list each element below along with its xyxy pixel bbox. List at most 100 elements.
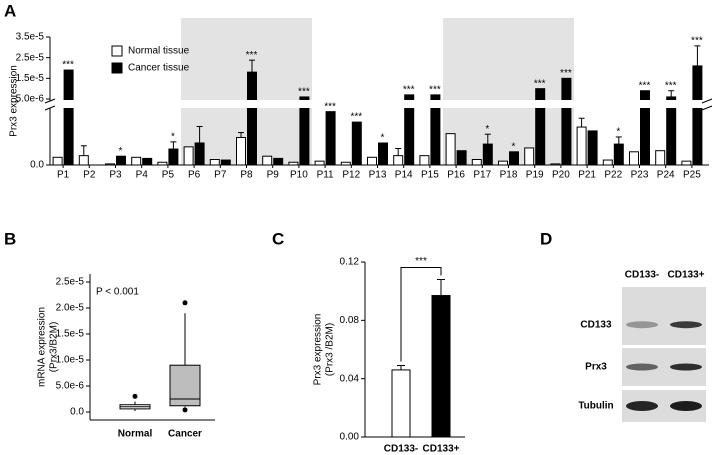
bar	[131, 156, 142, 166]
bar	[209, 159, 220, 166]
bar	[391, 369, 411, 438]
y-axis-label: (Prx3/B2M)	[49, 322, 60, 373]
legend-swatch	[111, 45, 123, 57]
x-tick-label: P10	[290, 170, 308, 181]
bar	[692, 65, 703, 166]
x-tick-label: P4	[136, 170, 149, 181]
bar	[456, 150, 467, 166]
bar	[262, 155, 273, 166]
x-tick-label: P11	[317, 170, 334, 181]
blot-band	[670, 321, 702, 329]
y-tick-label: 0.12	[340, 257, 360, 268]
axis-break-mark	[701, 105, 713, 111]
x-tick-label: P23	[631, 170, 649, 181]
x-tick-label: P21	[578, 170, 596, 181]
outlier	[182, 407, 188, 413]
blot-band	[626, 401, 658, 411]
y-axis-label: mRNA expression	[37, 307, 48, 387]
bar	[220, 159, 231, 166]
bar	[168, 148, 179, 166]
bar	[524, 147, 535, 166]
significance: *	[381, 133, 385, 144]
y-tick-label: 0.0	[70, 407, 84, 418]
panel-letter: C	[272, 229, 284, 248]
legend-label: Cancer tissue	[128, 63, 190, 74]
x-tick-label: P18	[500, 170, 518, 181]
panel-letter: A	[4, 1, 16, 20]
y-tick-label: 3.5e-5	[16, 32, 45, 43]
blot-background	[622, 287, 706, 345]
bar	[183, 146, 194, 166]
legend-label: Normal tissue	[128, 46, 190, 57]
legend-swatch	[111, 62, 123, 74]
significance: *	[616, 127, 620, 138]
y-axis-label: Prx3 expression	[9, 65, 20, 137]
blot-band	[670, 401, 702, 411]
significance: ***	[350, 112, 362, 123]
x-tick-label: P8	[240, 170, 253, 181]
x-tick-label: Normal	[118, 429, 153, 440]
bar	[629, 151, 639, 166]
bar	[116, 155, 126, 166]
x-tick-label: P6	[188, 170, 201, 181]
significance: ***	[560, 68, 572, 79]
x-tick-label: P9	[267, 170, 280, 181]
axis-break-mark	[44, 105, 56, 111]
significance: ***	[324, 101, 336, 112]
y-tick-label: 5.0e-6	[16, 94, 45, 105]
bar	[236, 137, 246, 166]
x-tick-label: P1	[57, 170, 70, 181]
bar	[509, 151, 519, 166]
bar	[498, 160, 508, 166]
significance: ***	[534, 78, 546, 89]
significance: ***	[639, 80, 651, 91]
x-tick-label: P22	[604, 170, 622, 181]
significance-bracket	[400, 267, 442, 362]
panel-letter: B	[4, 229, 16, 248]
y-tick-label: 1.5e-5	[56, 329, 85, 340]
significance: ***	[246, 50, 258, 61]
x-tick-label: CD133+	[423, 444, 460, 455]
x-tick-label: P25	[683, 170, 701, 181]
x-tick-label: P14	[395, 170, 413, 181]
axis-break-mark	[701, 98, 713, 104]
x-tick-label: P17	[473, 170, 491, 181]
bar	[351, 121, 362, 166]
y-tick-label: 0.00	[340, 432, 360, 443]
outlier	[132, 393, 138, 399]
bar	[681, 160, 692, 166]
bar	[393, 155, 404, 166]
significance: ***	[415, 256, 427, 267]
x-tick-label: CD133-	[384, 444, 418, 455]
bar	[367, 156, 377, 166]
bar	[587, 130, 598, 166]
y-tick-label: 1.0e-5	[56, 355, 85, 366]
y-axis-label: (Prx3 /B2M)	[325, 323, 336, 376]
significance: ***	[62, 60, 74, 71]
significance: ***	[665, 80, 677, 91]
y-tick-label: 0.04	[340, 373, 360, 384]
row-label: Tubulin	[578, 401, 613, 412]
bar	[655, 150, 666, 166]
bar	[78, 155, 89, 166]
x-tick-label: P16	[447, 170, 465, 181]
bar	[273, 157, 284, 166]
x-tick-label: P2	[83, 170, 96, 181]
bar	[613, 143, 624, 166]
y-axis-label: Prx3 expression	[313, 314, 324, 386]
blot-band	[670, 363, 702, 371]
bar	[314, 160, 325, 166]
lane-label: CD133-	[625, 270, 659, 281]
x-tick-label: P12	[342, 170, 360, 181]
significance: ***	[298, 87, 310, 98]
significance: ***	[403, 85, 415, 96]
axis-break-gap	[51, 100, 706, 108]
bar	[431, 295, 451, 438]
y-tick-label: 2.5e-5	[56, 277, 85, 288]
row-label: Prx3	[585, 362, 607, 373]
x-tick-label: P19	[526, 170, 544, 181]
significance: ***	[429, 85, 441, 96]
panel-letter: D	[540, 229, 552, 248]
significance: *	[119, 146, 123, 157]
bar	[445, 133, 456, 166]
